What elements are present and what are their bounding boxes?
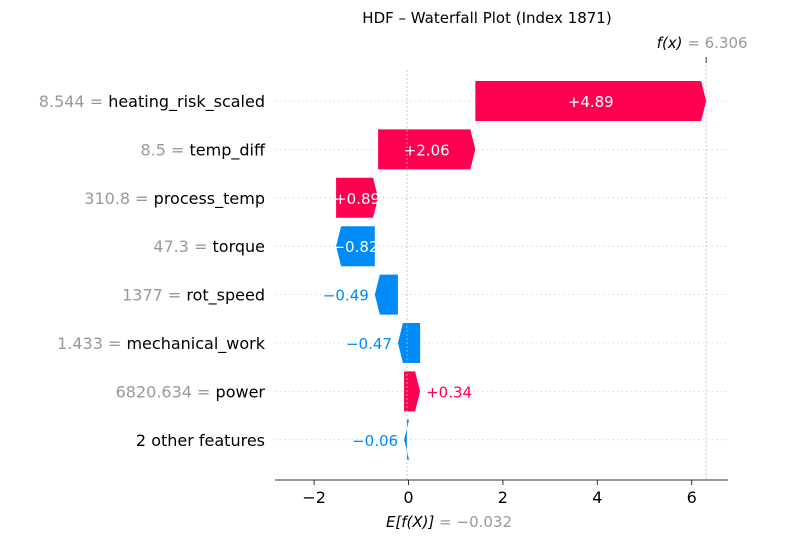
feature-label: 1.433 = mechanical_work xyxy=(57,334,266,354)
feature-row-rot-speed: 1377 = rot_speed −0.49 xyxy=(122,274,728,315)
feature-value: 8.5 = xyxy=(140,140,189,159)
feature-name: 2 other features xyxy=(136,431,265,450)
feature-name: power xyxy=(216,382,266,401)
feature-label: 47.3 = torque xyxy=(153,237,265,256)
ex-marker: E[f(X)] = −0.032 xyxy=(386,70,512,531)
contribution-label: −0.06 xyxy=(352,432,398,450)
x-tick-label: 6 xyxy=(687,488,697,507)
contribution-bar xyxy=(397,323,421,363)
contribution-bar xyxy=(378,129,476,170)
fx-label: f(x) = 6.306 xyxy=(657,34,748,52)
chart-title: HDF – Waterfall Plot (Index 1871) xyxy=(362,9,611,27)
fx-symbol: f(x) xyxy=(657,34,683,52)
feature-value: 6820.634 = xyxy=(116,382,216,401)
contribution-bar xyxy=(374,274,398,315)
feature-rows: 8.544 = heating_risk_scaled +4.89 8.5 = te… xyxy=(39,81,728,460)
feature-row-torque: 47.3 = torque −0.82 xyxy=(153,226,728,267)
contribution-label: +0.89 xyxy=(334,190,380,208)
fx-marker: f(x) = 6.306 xyxy=(657,34,748,480)
feature-row-process-temp: 310.8 = process_temp +0.89 xyxy=(84,177,728,218)
x-axis-ticks: −2 0 2 4 6 xyxy=(302,480,697,507)
contribution-label: +0.34 xyxy=(426,383,472,401)
feature-value: 1377 = xyxy=(122,286,186,305)
contribution-bar xyxy=(404,371,421,412)
feature-label: 1377 = rot_speed xyxy=(122,286,265,306)
fx-value: 6.306 xyxy=(705,34,748,52)
contribution-bar xyxy=(336,177,379,218)
contribution-label: −0.47 xyxy=(346,335,392,353)
feature-name: heating_risk_scaled xyxy=(108,92,265,112)
feature-name: torque xyxy=(213,237,266,256)
feature-row-mechanical-work: 1.433 = mechanical_work −0.47 xyxy=(57,323,728,363)
x-tick-label: 0 xyxy=(403,488,413,507)
contribution-bar xyxy=(336,226,375,267)
feature-value: 1.433 = xyxy=(57,334,126,353)
feature-name: mechanical_work xyxy=(126,334,265,354)
feature-label: 310.8 = process_temp xyxy=(84,189,265,209)
ex-symbol: E[f(X)] xyxy=(386,513,435,531)
contribution-label: +2.06 xyxy=(404,141,450,159)
contribution-label: +4.89 xyxy=(568,93,614,111)
feature-name: temp_diff xyxy=(190,140,266,160)
ex-label: E[f(X)] = −0.032 xyxy=(386,513,512,531)
feature-label: 6820.634 = power xyxy=(116,382,266,401)
feature-label: 8.5 = temp_diff xyxy=(140,140,265,160)
feature-row-temp-diff: 8.5 = temp_diff +2.06 xyxy=(140,129,728,170)
feature-row-heating-risk-scaled: 8.544 = heating_risk_scaled +4.89 xyxy=(39,81,728,121)
feature-name: rot_speed xyxy=(186,286,265,306)
contribution-bar xyxy=(404,419,410,460)
feature-row-2-other-features: 2 other features −0.06 xyxy=(136,419,728,460)
feature-value: 47.3 = xyxy=(153,237,212,256)
feature-name: process_temp xyxy=(154,189,265,209)
feature-row-power: 6820.634 = power +0.34 xyxy=(116,371,728,412)
contribution-label: −0.49 xyxy=(323,287,369,305)
x-tick-label: 2 xyxy=(498,488,508,507)
contribution-label: −0.82 xyxy=(332,238,378,256)
ex-value: −0.032 xyxy=(457,513,513,531)
feature-label: 8.544 = heating_risk_scaled xyxy=(39,92,265,112)
x-tick-label: −2 xyxy=(302,488,326,507)
contribution-bar xyxy=(475,81,707,121)
feature-value: 8.544 = xyxy=(39,92,108,111)
feature-value: 310.8 = xyxy=(84,189,153,208)
feature-label: 2 other features xyxy=(136,431,265,450)
x-tick-label: 4 xyxy=(592,488,602,507)
